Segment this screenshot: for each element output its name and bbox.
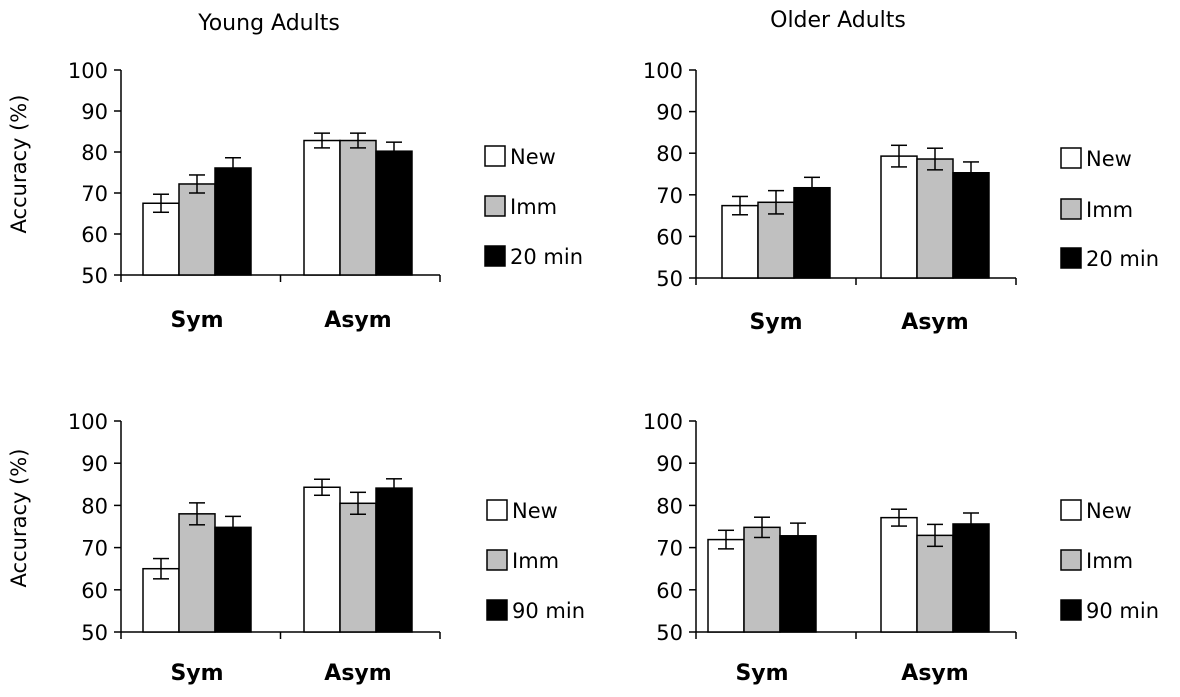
legend-swatch-new	[486, 499, 508, 521]
panel-1: 50 60 70 80 90 100 Accuracy (%) Sym Asym New Imm 20…	[7, 59, 583, 333]
category-label: Sym	[735, 661, 788, 686]
y-tick-label: 90	[81, 452, 108, 476]
bar	[916, 158, 954, 279]
y-tick-label: 100	[68, 59, 108, 83]
y-tick-label: 80	[656, 142, 683, 166]
legend-swatch-imm	[1060, 549, 1082, 571]
category-label: Asym	[324, 661, 391, 686]
legend-label: Imm	[1086, 198, 1133, 222]
legend-swatch-delay	[484, 245, 506, 267]
y-tick-label: 60	[656, 579, 683, 603]
bar	[916, 534, 954, 633]
y-tick-label: 100	[68, 410, 108, 434]
bar	[339, 502, 377, 633]
legend-label: Imm	[1086, 549, 1133, 573]
panel-4: 50 60 70 80 90 100 Sym Asym New Imm 90 min	[643, 410, 1159, 686]
y-tick-label: 80	[81, 141, 108, 165]
column-title-older: Older Adults	[770, 8, 906, 33]
y-tick-label: 50	[81, 264, 108, 288]
bar	[339, 139, 377, 276]
y-tick-label: 70	[81, 537, 108, 561]
bar	[880, 155, 918, 279]
legend-swatch-delay	[486, 599, 508, 621]
legend-swatch-imm	[484, 195, 506, 217]
bar	[214, 167, 252, 276]
bar	[303, 486, 341, 633]
legend-label: 90 min	[512, 599, 585, 623]
legend-swatch-new	[1060, 147, 1082, 169]
bar	[721, 204, 759, 279]
bar	[142, 202, 180, 276]
bar	[178, 513, 216, 633]
bar	[952, 172, 990, 279]
y-tick-label: 80	[81, 494, 108, 518]
bar	[793, 186, 831, 279]
legend-swatch-new	[484, 145, 506, 167]
bar	[303, 139, 341, 276]
legend-label: 20 min	[510, 245, 583, 269]
legend-label: Imm	[512, 549, 559, 573]
y-tick-label: 90	[81, 100, 108, 124]
y-tick-label: 90	[656, 101, 683, 125]
y-tick-label: 70	[81, 182, 108, 206]
panel-3: 50 60 70 80 90 100 Accuracy (%) Sym Asym New Imm 90…	[7, 410, 585, 686]
column-title-young: Young Adults	[197, 11, 340, 36]
legend-swatch-new	[1060, 499, 1082, 521]
panel-2: 50 60 70 80 90 100 Sym Asym New Imm 20 min	[643, 59, 1159, 335]
legend-label: 20 min	[1086, 247, 1159, 271]
y-axis-label: Accuracy (%)	[7, 95, 31, 234]
y-tick-label: 50	[656, 621, 683, 645]
y-tick-label: 50	[81, 621, 108, 645]
y-tick-label: 90	[656, 452, 683, 476]
category-label: Asym	[901, 661, 968, 686]
legend-label: New	[512, 499, 558, 523]
bar	[178, 183, 216, 276]
legend-swatch-imm	[486, 549, 508, 571]
bar	[375, 487, 413, 633]
legend-label: New	[1086, 147, 1132, 171]
bar	[707, 538, 745, 633]
legend-label: New	[1086, 499, 1132, 523]
y-tick-label: 60	[81, 223, 108, 247]
category-label: Asym	[324, 308, 391, 333]
y-axis-label: Accuracy (%)	[7, 449, 31, 588]
legend-label: 90 min	[1086, 599, 1159, 623]
y-tick-label: 60	[656, 225, 683, 249]
bar	[952, 523, 990, 633]
category-label: Asym	[901, 310, 968, 335]
legend-label: New	[510, 145, 556, 169]
bar	[779, 535, 817, 633]
bar	[214, 526, 252, 633]
y-tick-label: 70	[656, 537, 683, 561]
y-tick-label: 50	[656, 267, 683, 291]
bar	[375, 150, 413, 276]
category-label: Sym	[170, 308, 223, 333]
y-tick-label: 100	[643, 59, 683, 83]
legend-label: Imm	[510, 195, 557, 219]
y-tick-label: 80	[656, 494, 683, 518]
category-label: Sym	[749, 310, 802, 335]
bar	[880, 516, 918, 633]
category-label: Sym	[170, 661, 223, 686]
legend-swatch-imm	[1060, 198, 1082, 220]
y-tick-label: 100	[643, 410, 683, 434]
legend-swatch-delay	[1060, 599, 1082, 621]
y-tick-label: 60	[81, 579, 108, 603]
bar	[743, 526, 781, 633]
legend-swatch-delay	[1060, 247, 1082, 269]
y-tick-label: 70	[656, 184, 683, 208]
